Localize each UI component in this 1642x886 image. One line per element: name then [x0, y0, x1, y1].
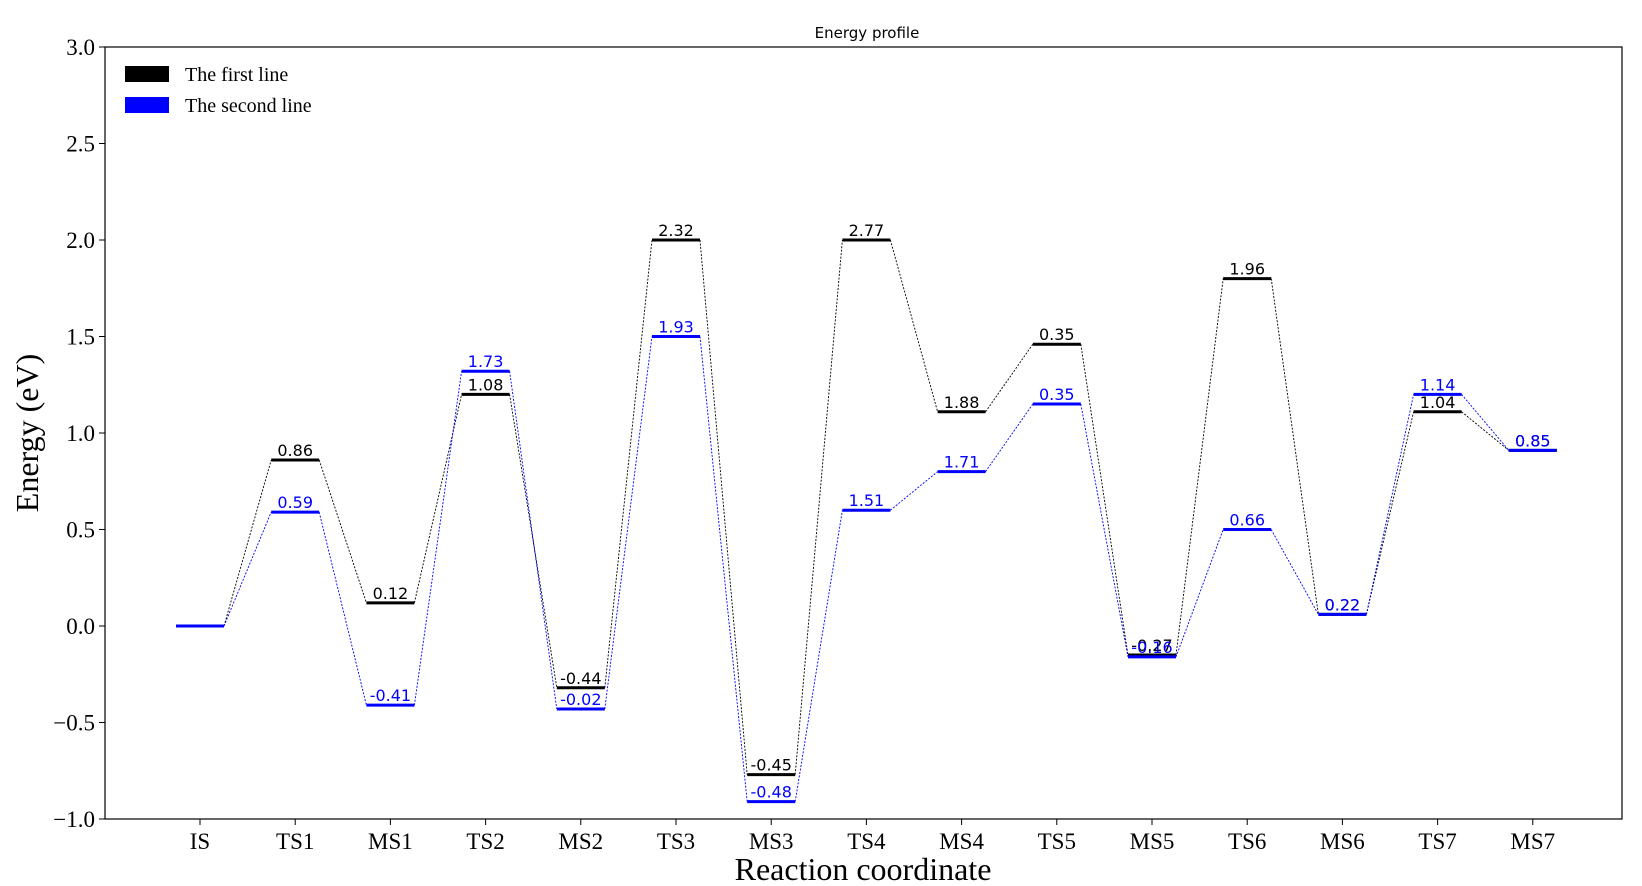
connector-line	[889, 239, 939, 412]
data-labels: 0.86 0.12 1.08 -0.44 2.32 -0.45 2.77 1.88 0.35 -0…	[277, 221, 1550, 802]
y-tick-label: 2.0	[66, 228, 95, 253]
data-label: 1.51	[849, 491, 885, 510]
connector-line	[318, 512, 367, 706]
data-label: 1.71	[944, 453, 980, 472]
connector-line	[1080, 403, 1129, 657]
connector-line	[509, 394, 558, 688]
connector-line	[985, 403, 1034, 472]
data-label: 0.66	[1229, 511, 1265, 530]
x-tick-label: TS6	[1228, 829, 1266, 854]
x-tick-label: TS3	[657, 829, 695, 854]
data-label: -0.45	[750, 756, 791, 775]
x-tick-label: TS5	[1038, 829, 1076, 854]
data-label: 1.96	[1229, 260, 1265, 279]
connector-line	[699, 336, 748, 802]
x-tick-label: TS2	[466, 829, 504, 854]
y-tick-label: −1.0	[53, 807, 95, 832]
y-tick-label: 3.0	[66, 35, 95, 60]
data-label: -0.48	[750, 783, 791, 802]
connector-line	[985, 343, 1034, 413]
data-label: 2.32	[658, 221, 694, 240]
y-tick-label: 0.5	[66, 518, 95, 543]
x-tick-label: TS4	[847, 829, 886, 854]
connector-line	[1270, 529, 1319, 615]
data-label: -0.16	[1131, 638, 1172, 657]
x-tick-label: MS1	[368, 829, 413, 854]
connector-line	[318, 459, 367, 603]
data-label: 0.86	[277, 441, 313, 460]
x-axis-label: Reaction coordinate	[735, 851, 992, 886]
connector-line	[890, 471, 938, 511]
x-tick-label: TS1	[276, 829, 314, 854]
legend-label: The first line	[185, 64, 288, 86]
connector-line	[1365, 411, 1415, 615]
data-label: -0.02	[560, 690, 601, 709]
chart-title: Energy profile	[815, 24, 920, 42]
connectors	[223, 239, 1510, 802]
x-tick-label: MS6	[1320, 829, 1365, 854]
data-label: 1.04	[1420, 393, 1456, 412]
data-label: 0.85	[1515, 431, 1551, 450]
y-axis: 3.0 2.5 2.0 1.5 1.0 0.5 0.0 −0.5 −1.0	[53, 35, 105, 832]
connector-line	[413, 394, 463, 603]
data-label: 1.88	[944, 393, 980, 412]
x-tick-label: IS	[190, 829, 210, 854]
connector-line	[699, 239, 748, 775]
legend-swatch	[125, 97, 169, 113]
x-tick-label: TS7	[1418, 829, 1456, 854]
data-label: 2.77	[849, 221, 885, 240]
data-label: 0.12	[373, 584, 409, 603]
connector-line	[1365, 394, 1415, 615]
y-axis-label: Energy (eV)	[9, 354, 45, 512]
data-label: -0.44	[560, 669, 601, 688]
connector-line	[1270, 278, 1319, 615]
connector-line	[413, 371, 463, 706]
levels	[176, 238, 1557, 804]
y-tick-label: 1.0	[66, 421, 95, 446]
data-label: 0.85	[1515, 431, 1551, 450]
legend: The first line The second line	[125, 64, 312, 117]
x-axis: IS TS1 MS1 TS2 MS2 TS3 MS3 TS4 MS4 TS5 MS5 TS6 MS6 TS…	[190, 819, 1555, 854]
connector-line	[1461, 394, 1510, 451]
data-label: 0.22	[1325, 595, 1361, 614]
y-tick-label: 1.5	[66, 325, 95, 350]
connector-line	[604, 336, 653, 710]
x-tick-label: MS5	[1130, 829, 1175, 854]
connector-line	[604, 239, 653, 688]
connector-line	[509, 371, 558, 710]
x-tick-label: MS2	[558, 829, 603, 854]
data-label: 1.08	[468, 375, 504, 394]
data-label: 0.59	[277, 493, 313, 512]
y-tick-label: 2.5	[66, 132, 95, 157]
connector-line	[1461, 411, 1510, 451]
y-tick-label: −0.5	[53, 711, 95, 736]
plot-frame	[104, 46, 1623, 820]
connector-line	[1175, 278, 1224, 656]
data-label: -0.27	[1131, 636, 1172, 655]
connector-line	[1080, 344, 1129, 656]
legend-swatch	[125, 66, 169, 82]
connector-line	[794, 239, 843, 775]
data-label: 0.35	[1039, 385, 1075, 404]
data-label: 1.14	[1420, 375, 1456, 394]
data-label: 1.93	[658, 318, 694, 337]
connector-line	[223, 511, 272, 627]
connector-line	[794, 510, 843, 802]
connector-line	[1175, 529, 1224, 658]
x-tick-label: MS3	[749, 829, 794, 854]
legend-label: The second line	[185, 95, 312, 117]
connector-line	[223, 459, 272, 627]
y-tick-label: 0.0	[66, 614, 95, 639]
data-label: -0.41	[370, 686, 411, 705]
data-label: 0.35	[1039, 325, 1075, 344]
data-label: 1.73	[468, 352, 504, 371]
x-tick-label: MS7	[1510, 829, 1555, 854]
x-tick-label: MS4	[939, 829, 984, 854]
data-label: 0.22	[1325, 595, 1361, 614]
